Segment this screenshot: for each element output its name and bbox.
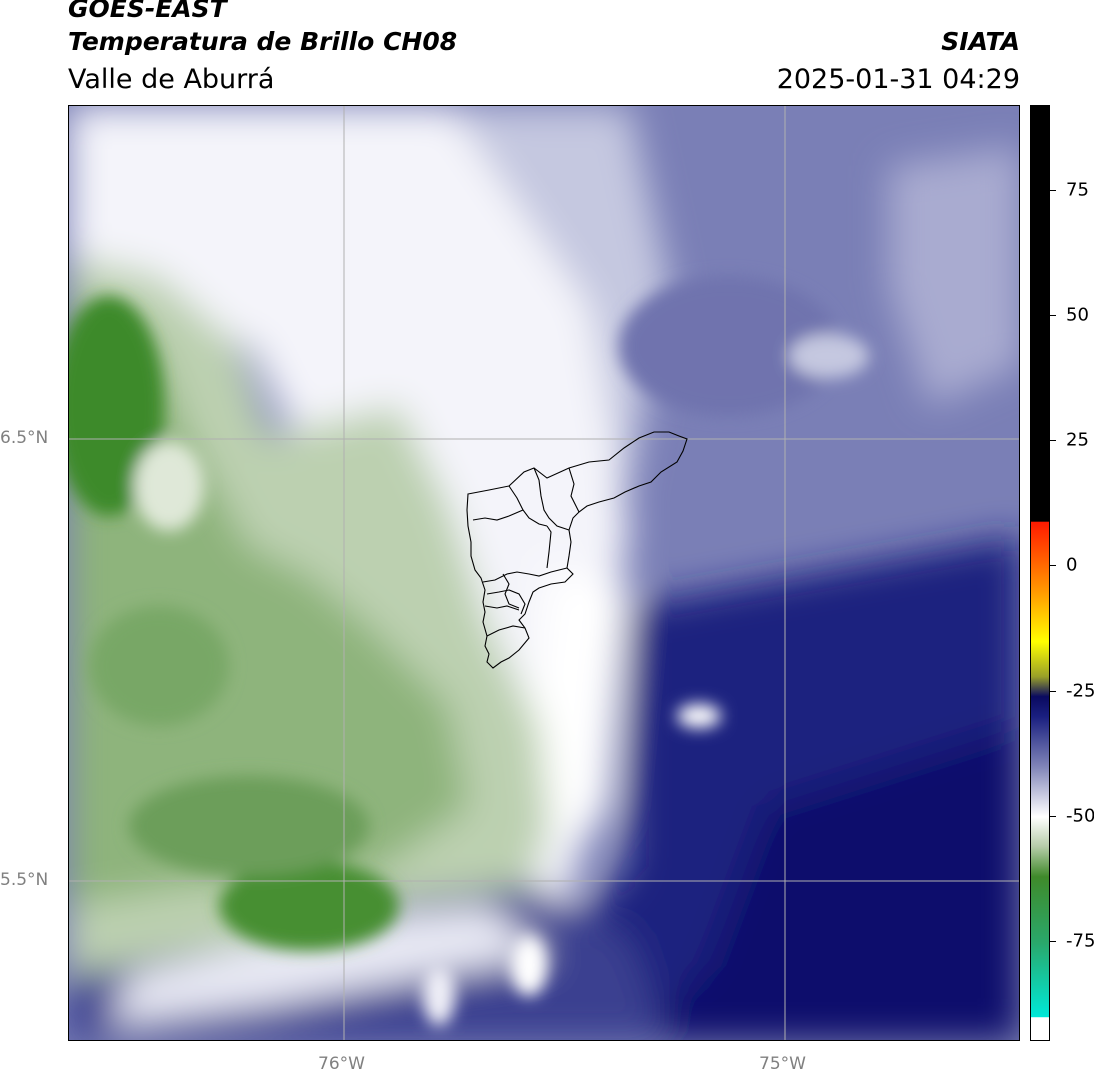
brightness-temperature-field [69,106,1019,1040]
field-white-spot-3 [423,966,455,1026]
field-white-spot-1 [677,704,721,728]
colorbar-fill [1031,106,1049,1040]
field-south-white-ribbon [109,906,549,1026]
field-light-spot [789,334,869,378]
lat-label-6-5n: 6.5°N [0,428,49,448]
colorbar-tick-label: 0 [1066,554,1078,576]
colorbar-tick-mark [1050,315,1056,317]
field-darkest-region [631,726,1019,1040]
title-satellite: GOES-EAST [68,0,227,23]
field-white-spot-2 [511,936,547,996]
field-warm-cell-mid [129,776,369,876]
field-blue-patch-north [619,276,839,416]
boundary-line-4 [546,525,552,569]
title-product: Temperatura de Brillo CH08 [68,27,458,56]
colorbar-gradient [1031,106,1049,1040]
field-white-core [529,566,629,866]
title-region: Valle de Aburrá [68,64,275,95]
boundary-line-6 [482,567,568,583]
field-warm-cell-center [89,606,229,726]
colorbar-tick-mark [1050,565,1056,567]
boundary-line-10 [486,625,526,637]
satellite-map [68,105,1020,1041]
lon-label-76w: 76°W [318,1054,365,1074]
boundary-line-7 [486,589,526,615]
lon-label-75w: 75°W [759,1054,806,1074]
colorbar-tick-mark [1050,690,1056,692]
colorbar-tick-mark [1050,440,1056,442]
boundary-line-8 [502,573,520,609]
colorbar-tick-label: 75 [1066,179,1089,201]
colorbar-tick-mark [1050,940,1056,942]
colorbar-tick-mark [1050,190,1056,192]
municipal-boundaries [466,431,688,669]
field-cool-spot [134,441,204,531]
boundary-line-1 [533,467,570,531]
boundary-line-2 [568,467,580,513]
colorbar-tick-mark [1050,815,1056,817]
field-warm-cell-south [219,861,399,951]
boundary-line-5 [472,509,524,521]
colorbar-tick-label: -75 [1066,930,1094,952]
datetime-label: 2025-01-31 04:29 [776,64,1020,95]
colorbar-tick-label: 50 [1066,304,1089,326]
boundary-line-9 [484,605,520,611]
field-lavender-patch [889,146,1019,406]
colorbar-tick-label: 25 [1066,429,1089,451]
organization-label: SIATA [941,27,1020,56]
boundary-line-3 [508,485,548,527]
colorbar [1030,105,1050,1041]
colorbar-tick-label: -25 [1066,680,1094,702]
lat-label-5-5n: 5.5°N [0,870,49,890]
colorbar-tick-label: -50 [1066,805,1094,827]
gridlines [69,106,1019,1040]
